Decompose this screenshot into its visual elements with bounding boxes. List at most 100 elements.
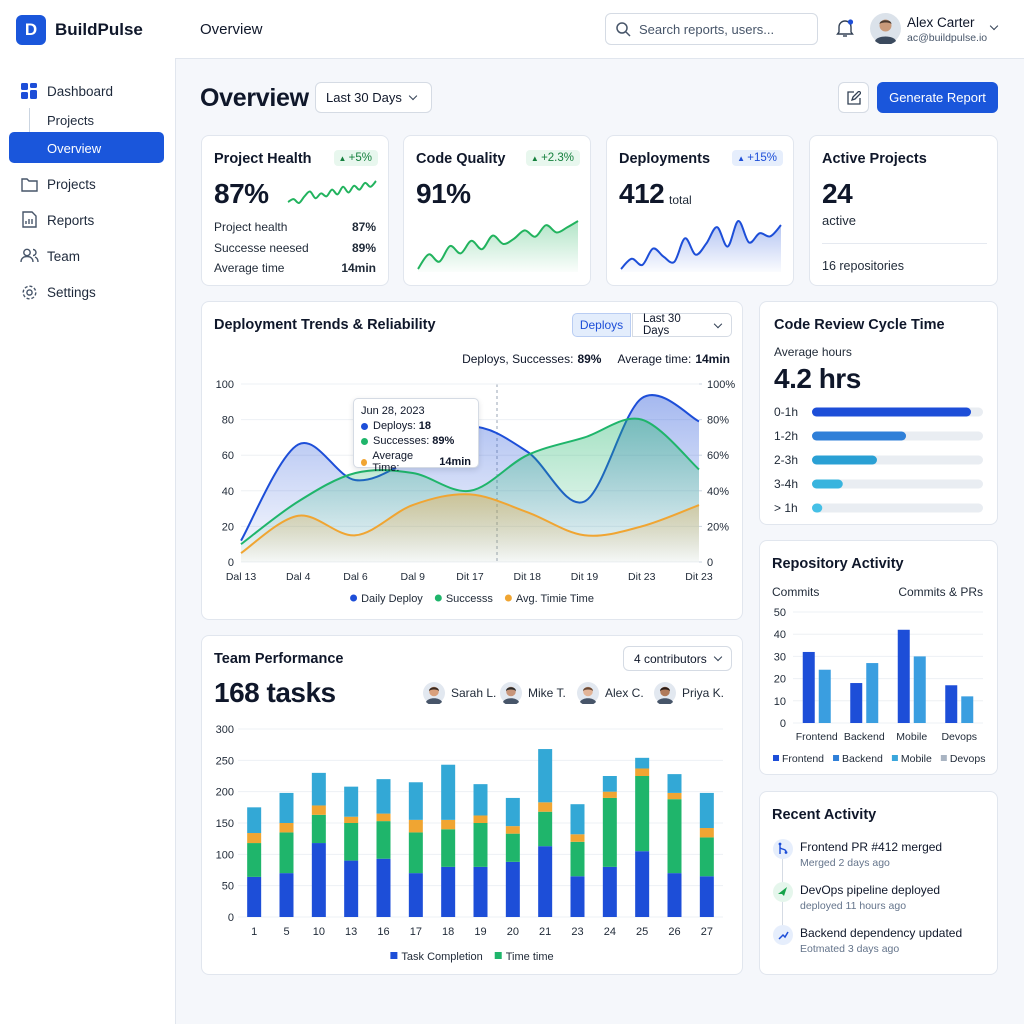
legend-swatch bbox=[434, 594, 442, 602]
x-tick-label: Dit 23 bbox=[685, 571, 713, 583]
bar-segment bbox=[441, 764, 456, 820]
generate-report-button[interactable]: Generate Report bbox=[877, 82, 998, 113]
sidebar: D BuildPulse Dashboard Projects Overview… bbox=[0, 0, 176, 1024]
bar bbox=[818, 669, 831, 723]
toggle-button[interactable]: Deploys bbox=[572, 313, 631, 337]
x-tick-label: Dal 9 bbox=[400, 571, 425, 583]
user-email: ac@buildpulse.io bbox=[907, 32, 988, 44]
nav-item[interactable]: Reports bbox=[47, 213, 95, 228]
series-area bbox=[241, 418, 699, 562]
bar-track bbox=[812, 503, 983, 513]
avatar-body bbox=[426, 698, 442, 704]
contributor-name: Mike T. bbox=[528, 686, 566, 700]
team-performance-card: Team Performance 4 contributors 168 task… bbox=[201, 635, 743, 975]
bar-segment bbox=[570, 876, 585, 917]
bar-segment bbox=[279, 832, 294, 874]
bar-segment bbox=[505, 797, 520, 827]
x-tick-label: 17 bbox=[410, 926, 422, 938]
kpi-badge: +2.3% bbox=[525, 150, 580, 166]
nav-item[interactable]: Settings bbox=[47, 285, 96, 300]
edit-button[interactable] bbox=[838, 82, 869, 113]
legend-swatch bbox=[773, 755, 779, 761]
nav-item[interactable]: Team bbox=[47, 249, 81, 264]
kpi-unit: active bbox=[822, 213, 856, 228]
legend-label: Mobile bbox=[901, 753, 932, 765]
user-menu-chevron[interactable] bbox=[989, 21, 999, 31]
y-tick-label: 0 bbox=[780, 718, 786, 730]
bar-segment bbox=[408, 832, 423, 874]
bar bbox=[897, 629, 910, 723]
bar-segment bbox=[376, 821, 391, 859]
bar-chart: 0 10 20 30 40 50 Frontend Backend Mobile Devops Fr… bbox=[773, 607, 986, 765]
tooltip-value: 89% bbox=[432, 435, 455, 447]
kpi-row-value: 14min bbox=[341, 261, 376, 275]
toggle-label: Deploys bbox=[579, 318, 624, 332]
range-dropdown[interactable]: Last 30 Days bbox=[315, 82, 432, 113]
nav-item[interactable]: Projects bbox=[47, 177, 96, 192]
bar-segment bbox=[699, 792, 714, 829]
topbar-title: Overview bbox=[200, 21, 263, 38]
category-label: > 1h bbox=[774, 501, 798, 515]
user-avatar[interactable] bbox=[870, 13, 901, 44]
edit-icon bbox=[847, 91, 861, 105]
contributors-dropdown[interactable]: 4 contributors bbox=[623, 646, 732, 671]
card-title: Recent Activity bbox=[772, 807, 877, 823]
search-box[interactable]: Search reports, users... bbox=[605, 13, 818, 45]
bar-segment bbox=[635, 757, 650, 769]
nav-subitem[interactable]: Projects bbox=[47, 113, 94, 128]
legend-swatch bbox=[891, 755, 898, 761]
legend-swatch bbox=[494, 952, 502, 959]
nav-icon bbox=[21, 83, 37, 99]
card-title: Code Review Cycle Time bbox=[774, 317, 945, 333]
nav-subitem-active[interactable]: Overview bbox=[47, 141, 102, 156]
bar-segment bbox=[344, 860, 359, 917]
bar bbox=[913, 656, 926, 723]
legend-swatch bbox=[350, 594, 358, 602]
legend-label: Successs bbox=[446, 593, 494, 605]
kpi-row-label: Successe neesed bbox=[214, 241, 309, 255]
y-tick-label: 10 bbox=[774, 696, 786, 708]
y2-tick-label: 20% bbox=[707, 521, 729, 533]
bar bbox=[850, 683, 863, 723]
legend-label: Avg. Timie Time bbox=[516, 593, 594, 605]
bar-segment bbox=[505, 826, 520, 834]
legend-label: Devops bbox=[950, 753, 986, 765]
bar-segment bbox=[376, 813, 391, 822]
tooltip-label: Average Time: bbox=[372, 450, 414, 474]
activity-title: Frontend PR #412 merged bbox=[800, 840, 943, 854]
y-tick-label: 50 bbox=[774, 607, 786, 619]
x-tick-label: Dit 18 bbox=[514, 571, 542, 583]
bar bbox=[812, 503, 823, 513]
bar-segment bbox=[344, 816, 359, 823]
y-tick-label: 30 bbox=[774, 651, 786, 663]
y-tick-label: 60 bbox=[222, 450, 234, 462]
activity-icon bbox=[773, 882, 793, 902]
bar-segment bbox=[279, 873, 294, 917]
topbar: Overview Search reports, users... Alex C… bbox=[175, 0, 1024, 59]
kpi-title: Project Health bbox=[214, 151, 312, 167]
axis-label: Commits bbox=[772, 585, 820, 599]
card-subtitle: Average hours bbox=[774, 345, 852, 359]
code-review-card: Code Review Cycle Time Average hours 4.2… bbox=[759, 301, 998, 525]
contributor-avatar bbox=[654, 682, 676, 704]
bar-segment bbox=[311, 805, 326, 815]
sparkline-line bbox=[287, 180, 377, 205]
range-dropdown[interactable]: Last 30 Days bbox=[632, 313, 732, 337]
tooltip-dot bbox=[361, 437, 368, 445]
y-tick-label: 0 bbox=[228, 912, 234, 924]
repository-activity-card: Repository Activity Commits Commits & PR… bbox=[759, 540, 998, 775]
kpi-unit: total bbox=[669, 193, 692, 207]
summary-label: Average time: bbox=[617, 352, 692, 366]
nav-item[interactable]: Dashboard bbox=[47, 84, 114, 99]
x-tick-label: 25 bbox=[636, 926, 648, 938]
nav-icon bbox=[20, 248, 39, 263]
stacked-bar-chart: 0 50 100 150 200 250 300 1 5 10 13 16 17 18 19 20 21 23 24… bbox=[216, 724, 723, 963]
kpi-badge: +5% bbox=[333, 150, 378, 166]
axis-label: Commits & PRs bbox=[898, 585, 983, 599]
bar-segment bbox=[699, 876, 714, 917]
notification-bell[interactable] bbox=[836, 19, 854, 38]
x-tick-label: 21 bbox=[539, 926, 551, 938]
x-tick-label: 16 bbox=[377, 926, 389, 938]
x-tick-label: Dit 23 bbox=[628, 571, 656, 583]
